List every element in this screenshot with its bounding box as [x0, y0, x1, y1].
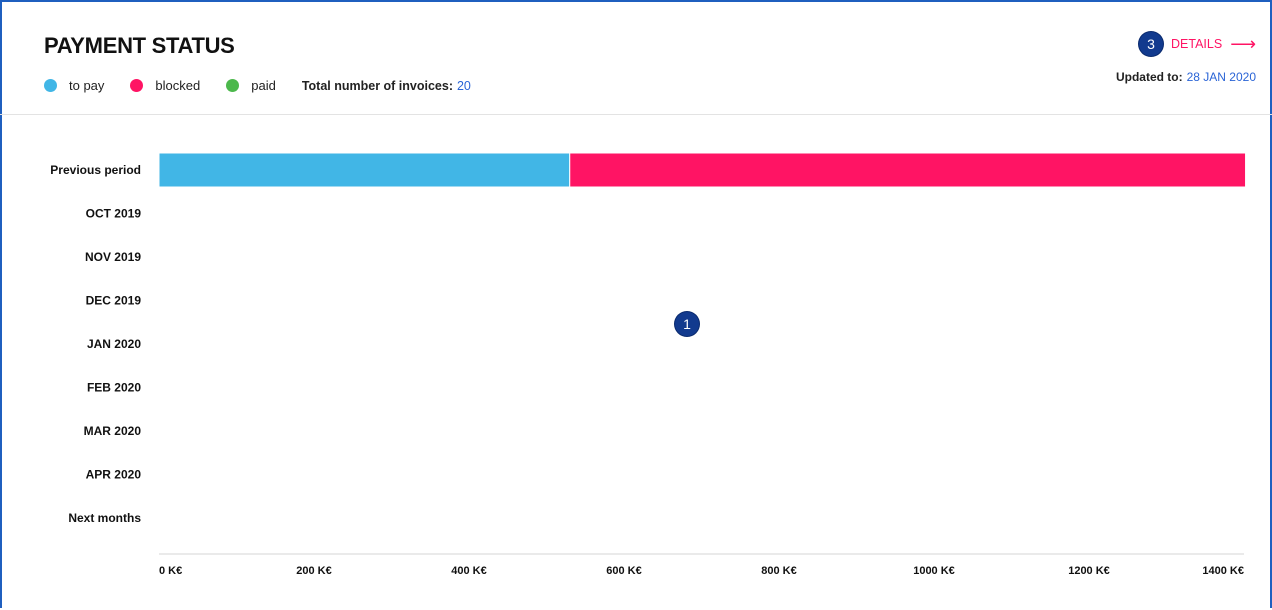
legend-item-blocked: blocked [130, 78, 200, 93]
legend-label-paid: paid [251, 78, 276, 93]
legend-item-paid: paid [226, 78, 276, 93]
annotation-badge-1: 1 [675, 312, 699, 336]
total-invoices-label: Total number of invoices: [301, 78, 453, 93]
y-tick-label: DEC 2019 [86, 294, 142, 308]
total-invoices-value: 20 [456, 78, 471, 93]
legend-dot-paid [226, 79, 240, 92]
arrow-right-icon: ⟶ [1230, 34, 1256, 54]
bar-segment-blocked [569, 152, 1247, 188]
y-tick-label: Previous period [50, 163, 141, 177]
legend: to pay blocked paid Total number of invo… [44, 78, 471, 93]
annotation-badge-3: 3 [1139, 32, 1164, 56]
updated-info: Updated to: 28 JAN 2020 [1116, 70, 1256, 84]
x-tick-label: 1000 K€ [913, 565, 955, 577]
y-tick-label: MAR 2020 [84, 424, 142, 438]
updated-label: Updated to: [1115, 70, 1183, 84]
x-tick-label: 600 K€ [606, 565, 641, 577]
x-tick-label: 800 K€ [761, 565, 796, 577]
y-tick-label: FEB 2020 [87, 381, 141, 395]
total-invoices: Total number of invoices: 20 [302, 79, 471, 93]
updated-value: 28 JAN 2020 [1186, 70, 1256, 84]
page-title: PAYMENT STATUS [44, 33, 235, 58]
y-tick-label: NOV 2019 [85, 250, 141, 264]
legend-label-blocked: blocked [155, 78, 201, 93]
details-area: 3 DETAILS ⟶ [1139, 32, 1256, 56]
bar-segment-to-pay [158, 152, 571, 188]
legend-dot-blocked [130, 79, 144, 92]
details-link[interactable]: DETAILS ⟶ [1171, 34, 1256, 54]
y-tick-label: Next months [68, 511, 141, 525]
y-tick-label: APR 2020 [86, 468, 142, 482]
y-tick-label: JAN 2020 [87, 337, 141, 351]
details-label: DETAILS [1171, 37, 1223, 51]
x-tick-label: 0 K€ [159, 565, 182, 577]
legend-item-to-pay: to pay [44, 78, 104, 93]
x-tick-label: 400 K€ [451, 565, 486, 577]
legend-label-to-pay: to pay [69, 78, 105, 93]
payment-status-chart: Previous period OCT 2019 NOV 2019 DEC 2019 J… [50, 152, 1247, 577]
x-tick-label: 1400 K€ [1202, 565, 1244, 577]
y-tick-label: OCT 2019 [86, 207, 142, 221]
x-tick-label: 1200 K€ [1068, 565, 1110, 577]
chart-header: PAYMENT STATUS to pay blocked paid Total… [0, 0, 1272, 115]
legend-dot-to-pay [44, 79, 57, 92]
x-tick-label: 200 K€ [296, 565, 331, 577]
